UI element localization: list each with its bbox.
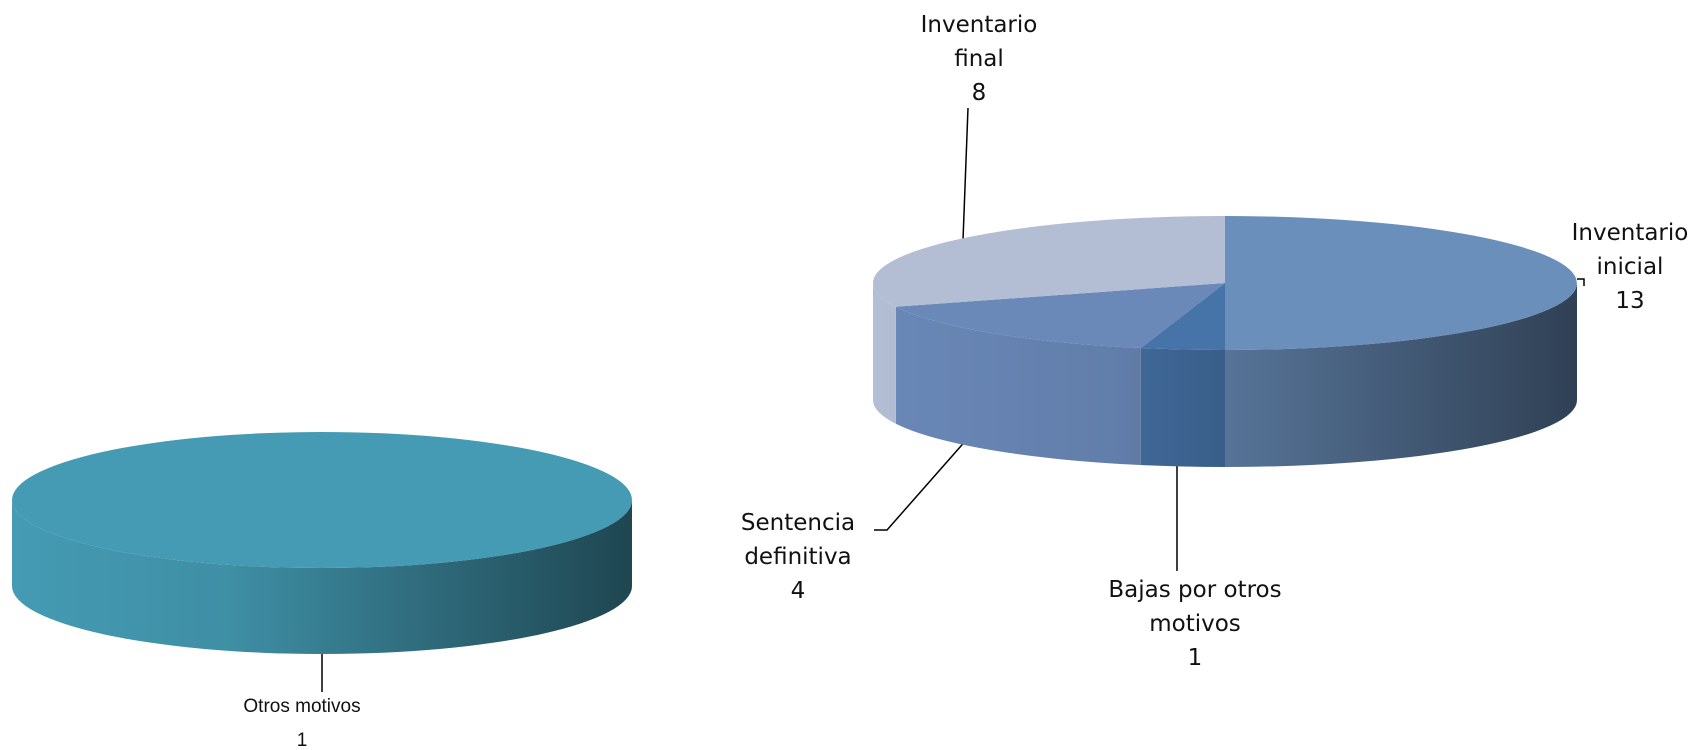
- slice-label: Inventario inicial: [1571, 220, 1689, 280]
- slice: [1225, 216, 1577, 350]
- side-shade: [12, 500, 632, 654]
- pie-sides: [12, 500, 632, 654]
- slice-value: 1: [1187, 645, 1203, 671]
- slice-label: Inventario final: [920, 12, 1038, 72]
- slice-value: 13: [1615, 288, 1645, 314]
- slice-label: Sentencia definitiva: [740, 510, 856, 570]
- slice: [873, 216, 1225, 307]
- slice-value: 1: [296, 730, 308, 750]
- leader-line: [962, 107, 969, 241]
- slice: [895, 283, 1225, 349]
- leader-line: [874, 437, 969, 531]
- pie-tops: [12, 432, 632, 568]
- slice-label: Otros motivos: [243, 696, 361, 717]
- slice: [12, 432, 632, 568]
- slice-value: 4: [790, 578, 806, 604]
- pie-sides: [873, 283, 1577, 467]
- slice: [1140, 283, 1225, 350]
- side-shade: [873, 283, 1577, 467]
- pie-tops: [873, 216, 1577, 350]
- leader-line: [1577, 278, 1585, 286]
- slice-label: Bajas por otros motivos: [1108, 577, 1282, 637]
- slice-value: 8: [971, 80, 987, 106]
